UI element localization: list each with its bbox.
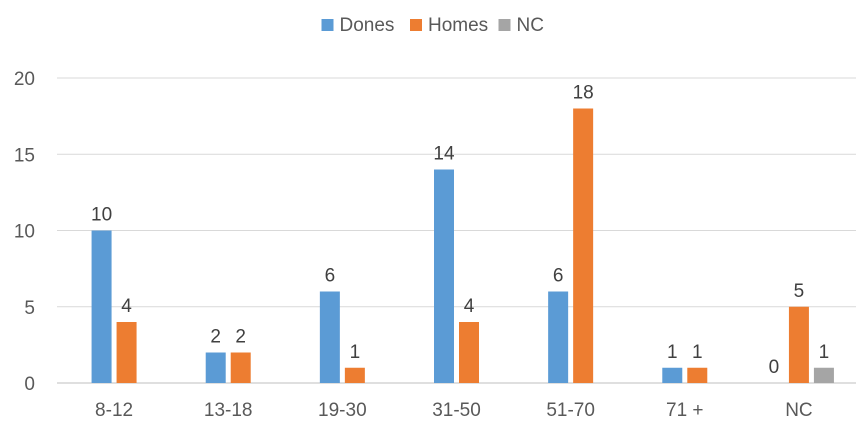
data-label-dones-8-12: 10	[91, 205, 112, 226]
data-label-dones-nc: 0	[769, 357, 780, 378]
data-label-dones-71: 1	[667, 342, 678, 363]
legend-swatch-homes	[410, 19, 422, 31]
data-label-homes-8-12: 4	[121, 296, 132, 317]
legend-swatch-nc	[498, 19, 511, 31]
data-label-homes-13-18: 2	[235, 327, 246, 348]
data-label-homes-51-70: 18	[573, 83, 594, 104]
data-label-dones-13-18: 2	[210, 327, 221, 348]
legend: Dones Homes NC	[321, 15, 544, 36]
data-label-homes-71: 1	[692, 342, 703, 363]
bar-dones-19-30	[319, 291, 340, 383]
legend-swatch-dones	[321, 19, 334, 31]
y-axis: 0 5 10 15 20	[14, 69, 35, 395]
data-label-homes-nc: 5	[794, 281, 805, 302]
data-label-homes-19-30: 1	[350, 342, 361, 363]
bar-dones-51-70	[548, 291, 569, 383]
bar-dones-71	[662, 367, 683, 383]
y-tick-label: 20	[14, 69, 35, 90]
data-label-nc-nc: 1	[819, 342, 830, 363]
bar-homes-nc	[788, 306, 809, 383]
y-tick-label: 15	[14, 145, 35, 166]
gridlines	[57, 77, 856, 384]
bar-dones-13-18	[205, 352, 226, 383]
x-tick-label: 13-18	[204, 400, 253, 421]
x-tick-label: 8-12	[95, 400, 133, 421]
bar-dones-8-12	[91, 230, 112, 383]
legend-label-homes: Homes	[428, 15, 488, 36]
bar-homes-31-50	[459, 322, 479, 383]
bar-homes-8-12	[116, 322, 137, 383]
x-tick-label: 51-70	[546, 400, 595, 421]
x-tick-label: 31-50	[432, 400, 481, 421]
data-label-dones-31-50: 14	[433, 144, 455, 165]
bar-homes-13-18	[230, 352, 251, 383]
legend-label-dones: Dones	[340, 15, 395, 36]
bars	[91, 108, 834, 383]
bar-dones-31-50	[434, 169, 454, 383]
data-label-dones-51-70: 6	[553, 266, 564, 287]
y-tick-label: 5	[24, 298, 35, 319]
bar-homes-51-70	[573, 108, 594, 383]
bar-homes-19-30	[344, 367, 365, 383]
y-tick-label: 0	[24, 374, 35, 395]
data-label-homes-31-50: 4	[464, 296, 475, 317]
x-axis: 8-12 13-18 19-30 31-50 51-70 71 + NC	[95, 400, 813, 421]
y-tick-label: 10	[14, 222, 35, 243]
legend-label-nc: NC	[517, 15, 544, 36]
x-tick-label: 19-30	[318, 400, 367, 421]
bar-homes-71	[687, 367, 708, 383]
bar-nc-nc	[813, 367, 834, 383]
data-label-dones-19-30: 6	[325, 266, 336, 287]
x-tick-label: NC	[785, 400, 812, 421]
x-tick-label: 71 +	[666, 400, 704, 421]
